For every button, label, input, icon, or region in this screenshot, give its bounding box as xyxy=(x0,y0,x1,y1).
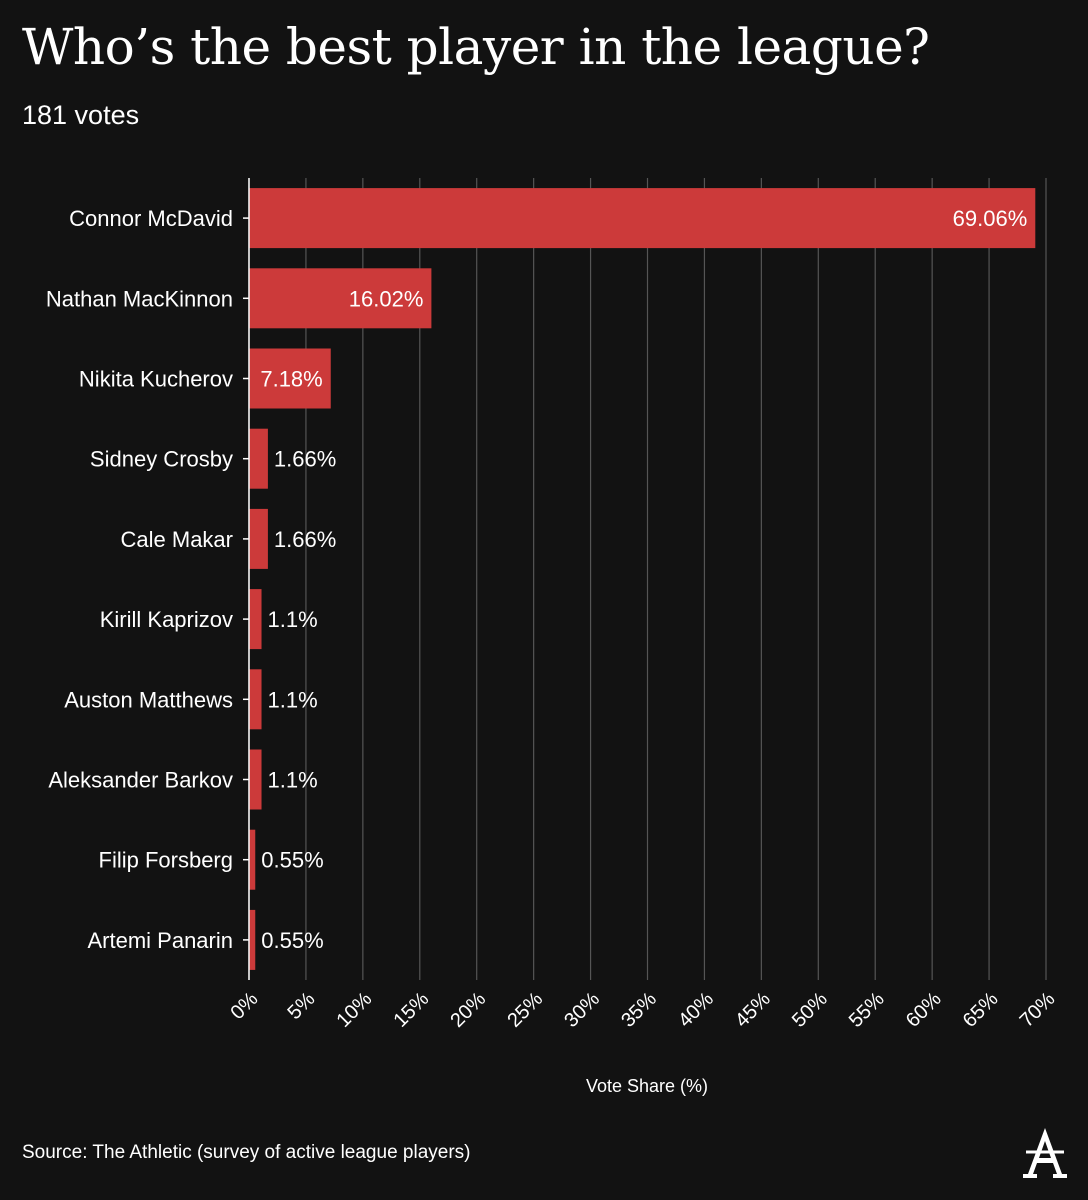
x-tick-label: 25% xyxy=(503,988,547,1032)
bar xyxy=(249,749,262,810)
x-tick-label: 5% xyxy=(283,988,319,1024)
value-label: 0.55% xyxy=(261,848,323,873)
x-tick-label: 50% xyxy=(788,988,832,1032)
value-label: 16.02% xyxy=(349,286,424,311)
value-label: 1.1% xyxy=(268,687,318,712)
bar xyxy=(249,909,256,970)
value-label: 1.66% xyxy=(274,447,336,472)
x-tick-label: 45% xyxy=(731,988,775,1032)
x-tick-label: 20% xyxy=(446,988,490,1032)
category-label: Sidney Crosby xyxy=(90,447,233,472)
x-tick-label: 55% xyxy=(845,988,889,1032)
x-tick-label: 35% xyxy=(617,988,661,1032)
category-label: Artemi Panarin xyxy=(87,928,233,953)
x-tick-label: 15% xyxy=(389,988,433,1032)
x-tick-label: 40% xyxy=(674,988,718,1032)
bar xyxy=(249,669,262,730)
x-tick-label: 60% xyxy=(902,988,946,1032)
bar xyxy=(249,428,268,489)
value-label: 0.55% xyxy=(261,928,323,953)
bar xyxy=(249,508,268,569)
category-label: Cale Makar xyxy=(121,527,233,552)
category-label: Nathan MacKinnon xyxy=(46,286,233,311)
bar xyxy=(249,348,331,409)
chart-subtitle: 181 votes xyxy=(22,100,140,130)
value-label: 1.1% xyxy=(268,607,318,632)
x-tick-label: 0% xyxy=(227,988,263,1024)
value-label: 7.18% xyxy=(260,367,322,392)
source-note: Source: The Athletic (survey of active l… xyxy=(22,1142,471,1163)
bar xyxy=(249,589,262,650)
value-label: 1.1% xyxy=(268,768,318,793)
x-tick-label: 70% xyxy=(1016,988,1060,1032)
x-tick-label: 30% xyxy=(560,988,604,1032)
bar xyxy=(249,188,1036,249)
category-label: Filip Forsberg xyxy=(99,848,233,873)
value-label: 69.06% xyxy=(953,206,1028,231)
category-label: Auston Matthews xyxy=(64,687,233,712)
x-tick-label: 65% xyxy=(959,988,1003,1032)
value-label: 1.66% xyxy=(274,527,336,552)
bar xyxy=(249,829,256,890)
the-athletic-logo-icon xyxy=(1023,1128,1067,1178)
category-label: Connor McDavid xyxy=(69,206,233,231)
x-axis-title: Vote Share (%) xyxy=(586,1076,708,1096)
chart-title: Who’s the best player in the league? xyxy=(22,18,930,76)
category-label: Aleksander Barkov xyxy=(48,768,233,793)
category-label: Kirill Kaprizov xyxy=(100,607,233,632)
category-label: Nikita Kucherov xyxy=(79,367,233,392)
bar xyxy=(249,268,432,329)
x-tick-label: 10% xyxy=(333,988,377,1032)
